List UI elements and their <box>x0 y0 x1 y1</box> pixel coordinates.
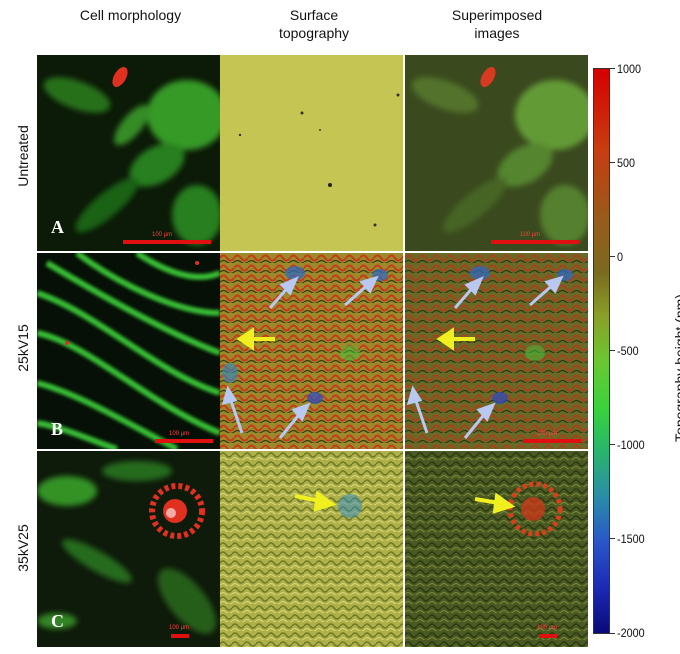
panel-b-cell-morphology: B 100 µm <box>37 253 220 449</box>
scale-bar <box>491 240 579 244</box>
panel-a-superimposed: 100 µm <box>405 55 588 251</box>
row-label-35kv25: 35kV25 <box>15 524 31 572</box>
row-label-untreated: Untreated <box>15 125 31 187</box>
colorbar-tick <box>610 538 615 539</box>
colorbar-tick <box>610 162 615 163</box>
scale-bar <box>123 240 211 244</box>
column-header-superimposed-images: Superimposed images <box>405 6 589 42</box>
scale-bar-label: 100 µm <box>537 625 558 631</box>
column-header-surface-topography: Surface topography <box>222 6 406 42</box>
panel-b-superimposed: 100 µm <box>405 253 588 449</box>
colorbar-tick-label: -1000 <box>617 438 645 452</box>
colorbar-tick <box>610 350 615 351</box>
panel-letter-c: C <box>51 611 64 631</box>
colorbar-tick-label: 0 <box>617 250 624 264</box>
colorbar-title: Topography height (nm) <box>672 294 680 442</box>
panel-letter-b: B <box>51 419 64 439</box>
row-label-25kv15: 25kV15 <box>15 324 31 372</box>
scale-bar <box>523 439 581 443</box>
column-header-cell-morphology: Cell morphology <box>38 6 223 24</box>
panel-letter-a: A <box>51 217 64 237</box>
panel-a-cell-morphology: A 100 µm <box>37 55 220 251</box>
colorbar-tick-label: -2000 <box>617 626 645 640</box>
scale-bar <box>155 439 213 443</box>
column-header-line2: images <box>474 25 520 41</box>
panel-c-surface-topography <box>220 451 403 647</box>
scale-bar <box>539 634 557 638</box>
colorbar-tick <box>610 444 615 445</box>
panel-b-surface-topography <box>220 253 403 449</box>
colorbar <box>593 68 610 634</box>
scale-bar <box>171 634 189 638</box>
scale-bar-label: 100 µm <box>169 431 190 437</box>
scale-bar-label: 100 µm <box>537 431 558 437</box>
colorbar-tick-label: -500 <box>617 344 639 358</box>
scale-bar-label: 100 µm <box>152 232 173 238</box>
column-header-line2: topography <box>278 25 350 41</box>
colorbar-tick <box>610 256 615 257</box>
colorbar-tick-label: -1500 <box>617 532 645 546</box>
colorbar-tick-label: 1000 <box>617 62 642 76</box>
column-header-label: Cell morphology <box>79 7 182 23</box>
scale-bar-label: 100 µm <box>169 625 190 631</box>
panel-c-cell-morphology: C 100 µm <box>37 451 220 647</box>
colorbar-tick <box>610 633 615 634</box>
scale-bar-label: 100 µm <box>520 232 541 238</box>
panel-c-superimposed: 100 µm <box>405 451 588 647</box>
column-header-line1: Superimposed <box>451 7 543 23</box>
column-header-line1: Surface <box>289 7 339 23</box>
colorbar-tick-label: 500 <box>617 156 636 170</box>
panel-a-surface-topography <box>220 55 403 251</box>
colorbar-tick <box>610 68 615 69</box>
